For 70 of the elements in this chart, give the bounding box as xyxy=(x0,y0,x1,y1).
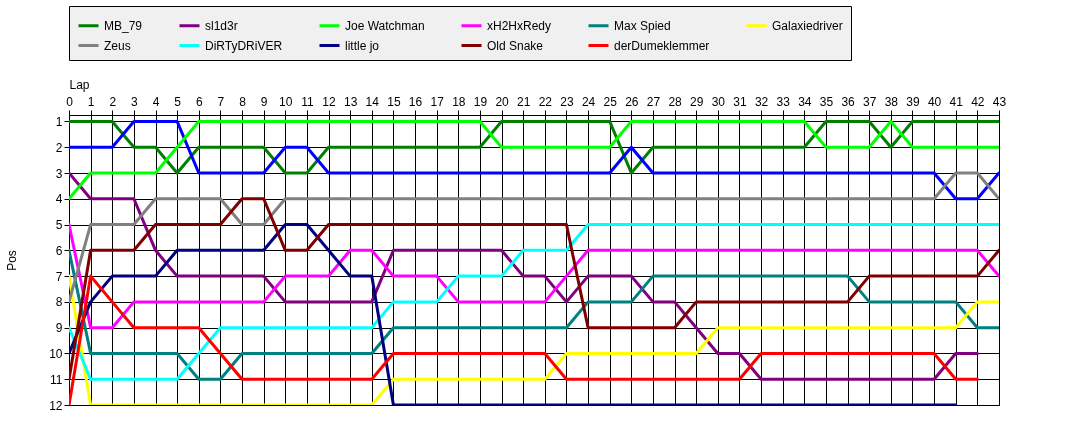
x-tick-label: 17 xyxy=(430,94,445,109)
y-tick-label: 2 xyxy=(55,140,63,155)
y-tick-label: 4 xyxy=(55,192,63,207)
x-tick-label: 38 xyxy=(884,94,899,109)
x-tick-label: 33 xyxy=(776,94,791,109)
x-tick-label: 26 xyxy=(625,94,639,109)
y-tick-label: 5 xyxy=(55,218,63,233)
x-tick-label: 19 xyxy=(473,94,488,109)
y-tick-label: 1 xyxy=(55,114,63,129)
legend-label: little jo xyxy=(345,38,380,53)
x-tick-label: 4 xyxy=(152,94,160,109)
x-tick-label: 22 xyxy=(538,94,553,109)
x-axis-title: Lap xyxy=(69,77,90,92)
x-tick-label: 2 xyxy=(109,94,117,109)
x-tick-label: 9 xyxy=(260,94,268,109)
y-tick-label: 12 xyxy=(49,398,63,413)
y-tick-label: 11 xyxy=(50,372,63,387)
legend-label: Joe Watchman xyxy=(345,18,425,33)
legend-label: DiRTyDRiVER xyxy=(205,38,283,53)
legend-label: xH2HxRedy xyxy=(487,18,552,33)
x-tick-label: 42 xyxy=(971,94,985,109)
legend-label: Zeus xyxy=(104,38,131,53)
x-tick-label: 11 xyxy=(301,94,314,109)
x-tick-label: 16 xyxy=(408,94,423,109)
y-tick-label: 3 xyxy=(55,166,63,181)
x-tick-label: 35 xyxy=(819,94,834,109)
x-tick-label: 20 xyxy=(495,94,510,109)
y-tick-label: 9 xyxy=(55,321,63,336)
legend-label: Max Spied xyxy=(614,18,671,33)
legend-label: MB_79 xyxy=(104,18,143,33)
x-tick-label: 36 xyxy=(841,94,856,109)
x-tick-label: 10 xyxy=(279,94,293,109)
x-tick-label: 21 xyxy=(517,94,531,109)
x-tick-label: 30 xyxy=(711,94,726,109)
x-tick-label: 29 xyxy=(690,94,704,109)
x-tick-label: 41 xyxy=(949,94,964,109)
x-tick-label: 15 xyxy=(387,94,401,109)
x-tick-label: 34 xyxy=(798,94,812,109)
x-tick-label: 32 xyxy=(754,94,769,109)
x-tick-label: 18 xyxy=(452,94,466,109)
y-tick-label: 7 xyxy=(55,269,63,284)
x-tick-label: 37 xyxy=(863,94,877,109)
x-tick-label: 23 xyxy=(560,94,574,109)
x-tick-label: 31 xyxy=(733,94,747,109)
x-tick-label: 0 xyxy=(66,94,74,109)
legend-label: sl1d3r xyxy=(205,18,238,33)
legend-label: Old Snake xyxy=(487,38,544,53)
legend-label: Galaxiedriver xyxy=(772,18,843,33)
x-tick-label: 1 xyxy=(87,94,95,109)
x-tick-label: 13 xyxy=(343,94,358,109)
x-tick-label: 14 xyxy=(365,94,380,109)
x-tick-label: 7 xyxy=(217,94,225,109)
x-tick-label: 5 xyxy=(174,94,182,109)
x-tick-label: 8 xyxy=(239,94,247,109)
x-tick-label: 24 xyxy=(581,94,596,109)
legend-label: derDumeklemmer xyxy=(614,38,710,53)
y-axis-title: Pos xyxy=(5,250,20,271)
y-tick-label: 6 xyxy=(55,243,63,258)
x-tick-label: 40 xyxy=(927,94,942,109)
x-tick-label: 25 xyxy=(603,94,618,109)
y-tick-label: 8 xyxy=(55,295,63,310)
x-tick-label: 27 xyxy=(646,94,661,109)
y-tick-label: 10 xyxy=(49,346,63,361)
x-tick-label: 12 xyxy=(322,94,337,109)
x-tick-label: 3 xyxy=(131,94,139,109)
line-series xyxy=(69,223,958,405)
x-tick-label: 43 xyxy=(992,94,1007,109)
x-tick-label: 39 xyxy=(906,94,920,109)
x-tick-label: 28 xyxy=(668,94,683,109)
x-tick-label: 6 xyxy=(195,94,203,109)
